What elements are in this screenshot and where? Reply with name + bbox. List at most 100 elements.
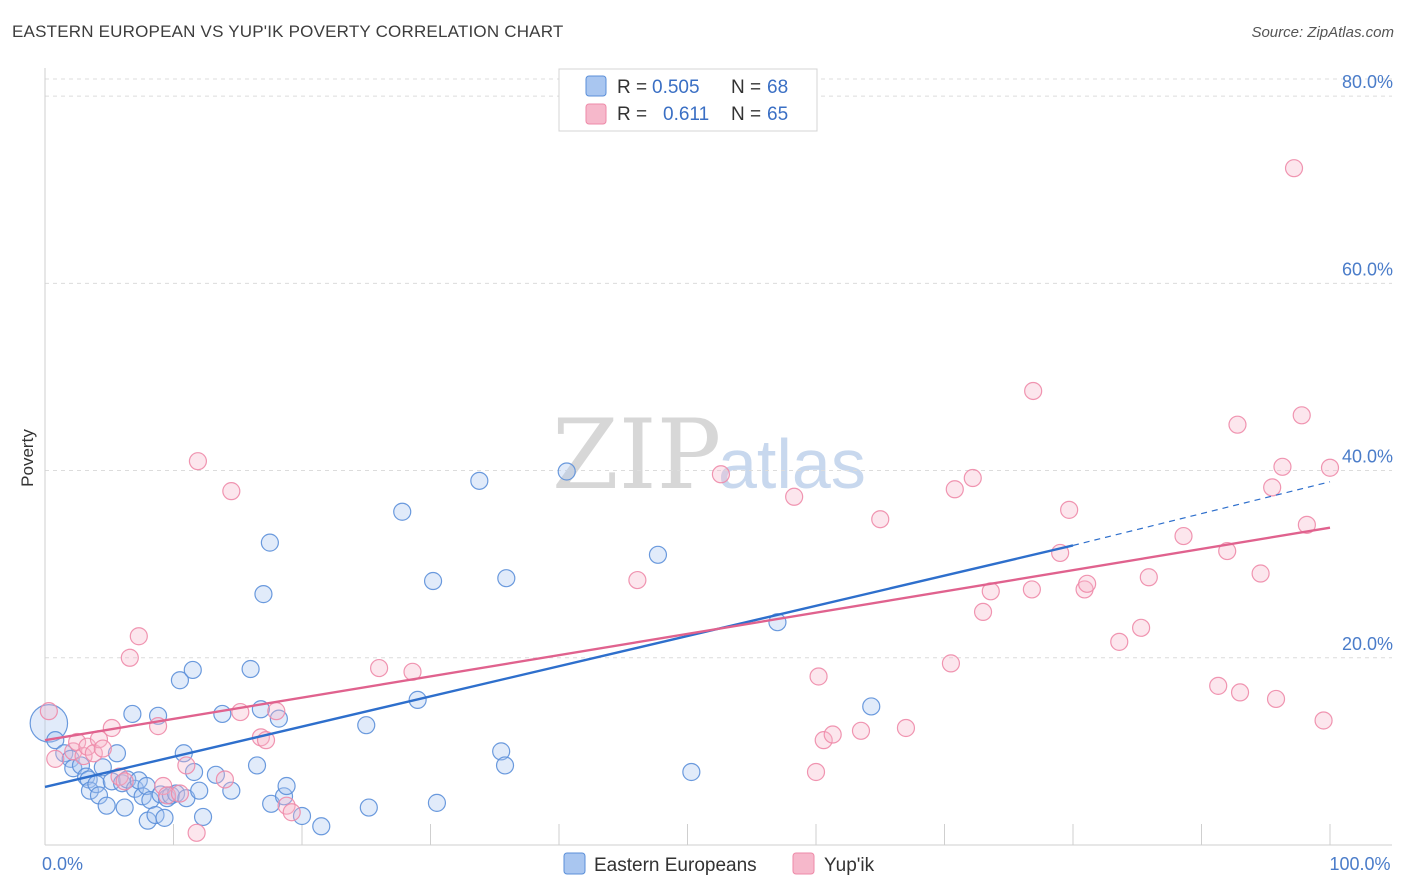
eastern-european-point — [260, 533, 279, 552]
yupik-point — [1314, 711, 1333, 730]
eastern-european-point — [682, 762, 701, 782]
yupik-point — [46, 749, 65, 768]
yupik-point — [129, 627, 148, 646]
yupik-point — [1024, 381, 1043, 401]
eastern-european-point — [107, 744, 127, 763]
legend-label-yupik: Yup'ik — [824, 855, 875, 876]
eastern-european-point — [193, 807, 213, 827]
legend-n-label: N = — [731, 104, 761, 125]
watermark-zip: ZIP — [552, 399, 721, 511]
eastern-european-point — [241, 659, 260, 679]
yupik-point — [1078, 574, 1097, 593]
eastern-european-point — [125, 779, 145, 798]
yupik-point — [814, 731, 833, 750]
axes: 20.0% 40.0% 60.0% 80.0% 0.0% 100.0% — [42, 68, 1393, 874]
yupik-point — [1218, 541, 1237, 561]
yupik-point — [120, 648, 139, 667]
y-axis-label: Poverty — [18, 429, 37, 487]
yupik-point — [1251, 564, 1270, 583]
legend-top: R = 0.505 N = 68 R = 0.611 N = 65 — [558, 68, 818, 132]
eastern-european-point — [254, 585, 273, 604]
yupik-point — [1297, 515, 1316, 534]
yupik-point — [1139, 568, 1158, 587]
eastern-european-trend-extension — [1072, 481, 1331, 547]
yupik-point — [941, 654, 961, 673]
yupik-point — [370, 658, 389, 678]
eastern-european-point — [170, 671, 190, 690]
yupik-point — [188, 452, 208, 471]
legend-label-eastern: Eastern Europeans — [594, 855, 757, 876]
eastern-european-point — [357, 716, 376, 735]
eastern-european-point — [497, 569, 516, 588]
eastern-european-point — [492, 742, 511, 761]
yupik-point — [1230, 683, 1250, 702]
yupik-point — [1320, 458, 1340, 477]
eastern-european-point — [862, 697, 881, 716]
legend-swatch-eastern — [563, 852, 586, 875]
yupik-point — [1263, 478, 1282, 497]
eastern-european-point — [183, 660, 202, 680]
yupik-point — [1292, 406, 1311, 425]
yupik-point — [896, 718, 916, 738]
eastern-european-point — [115, 798, 134, 817]
yupik-point — [1209, 676, 1228, 695]
yupik-point — [154, 776, 173, 796]
grid-lines — [45, 78, 1392, 659]
eastern-european-point — [277, 776, 296, 796]
yupik-point — [93, 739, 112, 758]
legend-r-value: 0.505 — [652, 77, 700, 98]
eastern-european-point — [80, 781, 100, 800]
yupik-point — [711, 465, 731, 484]
yupik-trend-line — [44, 526, 1331, 742]
yupik-point — [1273, 457, 1292, 476]
yupik-point — [785, 487, 804, 506]
yupik-point — [963, 468, 982, 488]
yupik-point — [1228, 415, 1247, 434]
x-tick-label: 0.0% — [42, 854, 83, 874]
eastern-european-point — [269, 709, 288, 728]
eastern-european-point — [247, 756, 267, 775]
watermark: ZIP atlas — [552, 399, 866, 511]
yupik-point — [115, 772, 134, 791]
eastern-european-point — [423, 571, 443, 591]
y-tick-label: 40.0% — [1342, 447, 1393, 467]
legend-r-label: R = — [617, 77, 647, 98]
yupik-point — [1132, 618, 1151, 637]
eastern-european-point — [206, 765, 226, 784]
yupik-point — [64, 742, 83, 761]
yupik-point — [170, 784, 190, 803]
legend-bottom: Eastern Europeans Yup'ik — [563, 852, 875, 876]
yupik-point — [851, 721, 871, 740]
yupik-point — [267, 702, 286, 721]
yupik-point — [177, 756, 196, 775]
yupik-point — [823, 725, 842, 744]
eastern-european-point — [123, 704, 142, 724]
yupik-point — [973, 602, 993, 622]
source-label: Source: ZipAtlas.com — [1251, 24, 1394, 41]
eastern-european-point — [648, 545, 668, 564]
eastern-european-point — [495, 756, 515, 775]
eastern-european-point — [222, 781, 241, 800]
eastern-european-point — [155, 808, 174, 827]
legend-n-value: 65 — [767, 104, 788, 125]
eastern-european-point — [359, 798, 378, 817]
legend-r-value: 0.611 — [663, 104, 709, 125]
legend-swatch-yupik — [585, 103, 607, 125]
legend-r-label: R = — [617, 104, 647, 125]
yupik-point — [809, 667, 828, 686]
yupik-point — [187, 823, 206, 842]
eastern-european-point — [292, 806, 312, 826]
yupik-point — [1022, 580, 1041, 599]
y-tick-label: 60.0% — [1342, 259, 1393, 279]
legend-swatch-yupik — [792, 852, 815, 875]
yupik-point — [282, 803, 301, 822]
yupik-point — [222, 482, 241, 501]
yupik-point — [1284, 159, 1304, 178]
eastern-european-point — [393, 502, 412, 521]
legend-n-value: 68 — [767, 77, 788, 98]
eastern-european-point — [213, 704, 232, 724]
eastern-european-point — [312, 817, 331, 836]
legend-n-label: N = — [731, 77, 761, 98]
eastern-european-point — [470, 471, 489, 490]
